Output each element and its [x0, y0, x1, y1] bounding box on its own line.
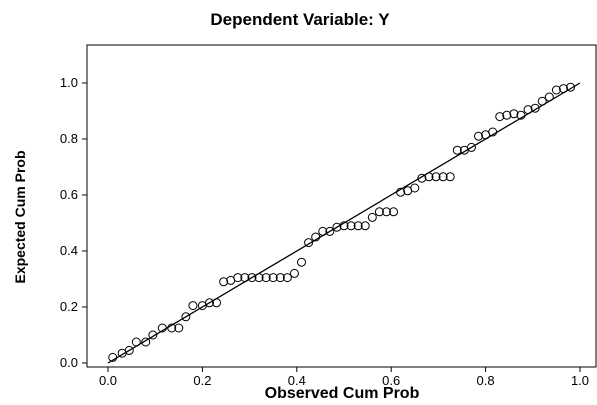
x-tick-label: 0.4: [288, 373, 306, 388]
data-point: [297, 257, 307, 267]
x-tick-label: 0.2: [193, 373, 211, 388]
data-point: [311, 232, 321, 242]
x-tick-label: 0.8: [477, 373, 495, 388]
data-point: [431, 172, 441, 182]
x-tick-label: 0.6: [382, 373, 400, 388]
data-points: [108, 82, 576, 362]
data-point: [304, 238, 314, 248]
data-point: [233, 273, 243, 283]
data-point: [367, 212, 377, 222]
data-point: [318, 226, 328, 236]
data-point: [204, 298, 214, 308]
data-point: [474, 131, 484, 141]
data-point: [131, 337, 141, 347]
x-tick-label: 0.0: [99, 373, 117, 388]
data-point: [558, 84, 568, 94]
y-tick-label: 0.6: [60, 187, 78, 202]
data-point: [488, 127, 498, 137]
data-point: [544, 92, 554, 102]
y-tick-label: 0.4: [60, 243, 78, 258]
reference-line: [107, 82, 581, 364]
data-point: [353, 221, 363, 231]
chart-title: Dependent Variable: Y: [210, 10, 390, 29]
data-point: [410, 183, 420, 193]
data-point: [181, 312, 191, 322]
data-point: [268, 273, 278, 283]
data-point: [466, 142, 476, 152]
data-point: [396, 187, 406, 197]
y-axis: 0.0 0.2 0.4 0.6 0.8 1.0: [60, 75, 87, 370]
data-point: [360, 221, 370, 231]
data-point: [509, 109, 519, 119]
data-point: [325, 226, 335, 236]
data-point: [148, 330, 158, 340]
data-point: [551, 85, 561, 95]
y-tick-label: 0.8: [60, 131, 78, 146]
data-point: [188, 301, 198, 311]
data-point: [240, 273, 250, 283]
data-point: [438, 172, 448, 182]
data-point: [332, 222, 342, 232]
y-tick-label: 0.2: [60, 299, 78, 314]
data-point: [495, 112, 505, 122]
data-point: [212, 298, 222, 308]
data-point: [374, 207, 384, 217]
data-point: [282, 273, 292, 283]
data-point: [254, 273, 264, 283]
data-point: [141, 337, 151, 347]
x-tick-label: 1.0: [571, 373, 589, 388]
data-point: [502, 110, 512, 120]
data-point: [537, 96, 547, 106]
plot-frame: [86, 44, 597, 368]
data-point: [174, 323, 184, 333]
data-point: [516, 110, 526, 120]
data-point: [124, 345, 134, 355]
y-tick-label: 0.0: [60, 355, 78, 370]
x-axis-label: Observed Cum Prob: [265, 385, 420, 402]
data-point: [530, 103, 540, 113]
data-point: [275, 273, 285, 283]
data-point: [452, 145, 462, 155]
data-point: [289, 268, 299, 278]
y-tick-label: 1.0: [60, 75, 78, 90]
data-point: [523, 105, 533, 115]
x-axis: 0.0 0.2 0.4 0.6 0.8 1.0: [99, 367, 589, 388]
data-point: [417, 173, 427, 183]
data-point: [445, 172, 455, 182]
data-point: [381, 207, 391, 217]
data-point: [346, 221, 356, 231]
data-point: [247, 273, 257, 283]
y-axis-label: Expected Cum Prob: [12, 150, 28, 283]
data-point: [261, 273, 271, 283]
data-point: [424, 172, 434, 182]
data-point: [157, 323, 167, 333]
data-point: [339, 221, 349, 231]
data-point: [389, 207, 399, 217]
data-point: [108, 352, 118, 362]
data-point: [566, 82, 576, 92]
data-point: [167, 323, 177, 333]
data-point: [219, 277, 229, 287]
